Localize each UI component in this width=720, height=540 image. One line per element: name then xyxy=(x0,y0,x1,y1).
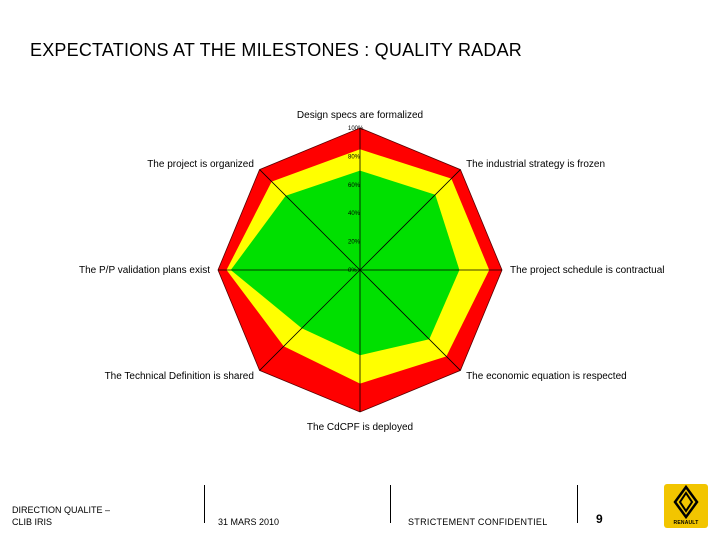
radar-axis-label: Design specs are formalized xyxy=(297,110,423,121)
radar-spoke xyxy=(359,269,461,371)
footer-org-line2: CLIB IRIS xyxy=(12,517,53,527)
footer-divider xyxy=(390,485,391,523)
footer-divider xyxy=(204,485,205,523)
footer-org-line1: DIRECTION QUALITE – xyxy=(12,505,111,515)
footer-date: 31 MARS 2010 xyxy=(218,517,280,527)
footer-divider xyxy=(577,485,578,523)
radar-tick-label: 20% xyxy=(348,240,361,246)
radar-axis-label: The CdCPF is deployed xyxy=(307,422,413,433)
radar-spoke xyxy=(259,169,361,271)
radar-axis-label: The Technical Definition is shared xyxy=(105,371,254,382)
renault-logo: RENAULT xyxy=(664,484,708,528)
radar-axis-label: The project is organized xyxy=(147,159,254,170)
footer-confidential: STRICTEMENT CONFIDENTIEL xyxy=(408,517,548,527)
radar-axis-label: The industrial strategy is frozen xyxy=(466,159,605,170)
radar-tick-label: 60% xyxy=(348,183,361,189)
radar-tick-label: 80% xyxy=(348,154,361,160)
radar-tick-label: 0% xyxy=(348,268,357,274)
radar-spoke xyxy=(259,269,361,371)
slide-title: EXPECTATIONS AT THE MILESTONES : QUALITY… xyxy=(30,40,522,60)
page-number: 9 xyxy=(596,512,603,526)
radar-tick-label: 40% xyxy=(348,211,361,217)
radar-series-2 xyxy=(230,170,460,356)
radar-axis-label: The P/P validation plans exist xyxy=(79,265,210,276)
footer-organization: DIRECTION QUALITE – CLIB IRIS xyxy=(12,504,162,528)
radar-tick-label: 100% xyxy=(348,126,364,132)
logo-wordmark: RENAULT xyxy=(673,520,699,526)
radar-axis-label: The economic equation is respected xyxy=(466,371,627,382)
radar-spoke xyxy=(359,169,461,271)
radar-axis-label: The project schedule is contractual xyxy=(510,265,665,276)
renault-diamond-icon xyxy=(673,484,699,520)
